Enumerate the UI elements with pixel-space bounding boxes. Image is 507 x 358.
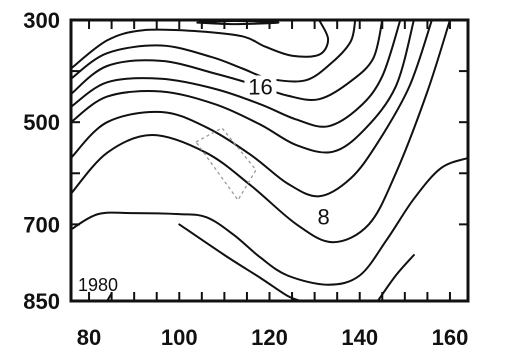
contour-line: [71, 156, 468, 286]
contour-line: [71, 20, 415, 154]
contours-group: [71, 20, 468, 301]
contour-line: [71, 20, 357, 83]
contour-line: [71, 20, 451, 244]
smudge-group: [195, 127, 257, 202]
y-tick-label: 500: [23, 110, 60, 135]
contour-label-bg: [244, 75, 277, 98]
ticks-group: [71, 19, 468, 302]
x-tick-label: 160: [432, 325, 469, 350]
y-tick-label: 300: [23, 8, 60, 33]
plot-frame: [69, 18, 470, 303]
y-tick-labels: 300 500 700 850: [23, 8, 60, 314]
x-tick-label: 140: [341, 325, 378, 350]
contour-line: [71, 20, 330, 70]
contour-line: [178, 223, 303, 301]
x-tick-label: 120: [251, 325, 288, 350]
contour-labels-group: 16 8: [244, 74, 334, 230]
contour-line: [71, 20, 402, 128]
contour-value-label: 8: [318, 205, 330, 230]
x-tick-label: 80: [77, 325, 101, 350]
scan-smudge: [195, 127, 257, 202]
contour-value-label: 16: [248, 74, 272, 99]
contour-line: [71, 20, 433, 198]
y-tick-label: 700: [23, 212, 60, 237]
y-tick-label: 850: [23, 289, 60, 314]
contour-label-bg: [314, 205, 334, 228]
x-tick-label: 100: [161, 325, 198, 350]
year-annotation: 1980: [78, 275, 118, 295]
x-tick-labels: 80 100 120 140 160: [77, 325, 469, 350]
